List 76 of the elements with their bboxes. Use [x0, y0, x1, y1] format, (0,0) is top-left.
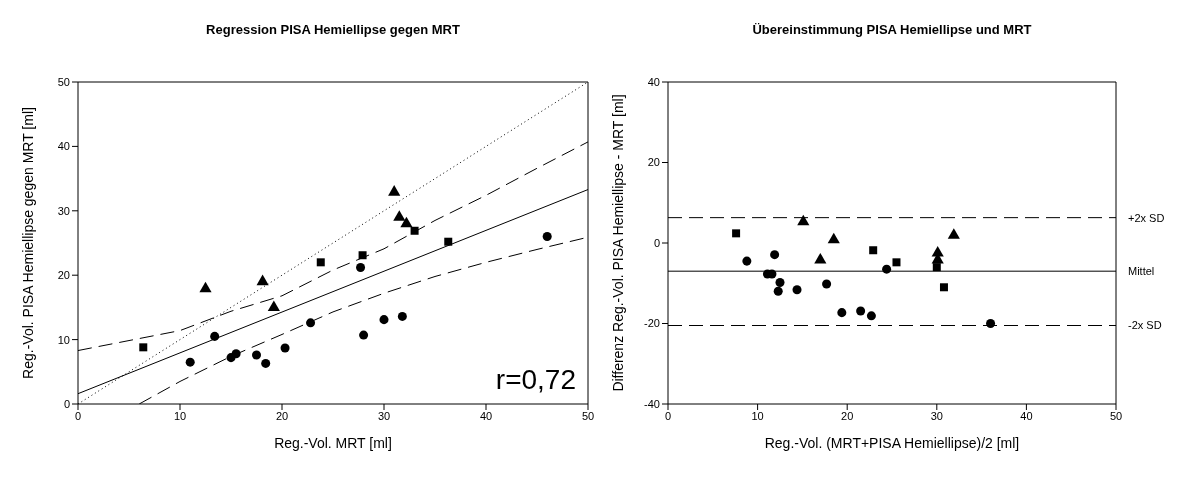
point: [732, 229, 741, 238]
point: [939, 283, 948, 292]
x-axis-title: Reg.-Vol. MRT [ml]: [274, 435, 392, 451]
point: [856, 306, 866, 316]
y-tick-label: 40: [57, 140, 70, 153]
point: [792, 285, 802, 295]
y-tick-label: 20: [647, 156, 660, 169]
x-tick-label: 40: [1020, 409, 1033, 422]
point: [231, 349, 241, 359]
x-tick-label: 10: [173, 409, 187, 422]
point: [814, 252, 827, 264]
y-axis-title: Differenz Reg.-Vol. PISA Hemiellipse - MRT [ml]: [609, 94, 626, 392]
point: [379, 315, 389, 325]
point: [797, 214, 810, 226]
point: [306, 318, 316, 328]
point: [444, 237, 453, 246]
point: [822, 279, 832, 289]
x-tick-label: 10: [751, 409, 764, 422]
y-tick-label: 10: [57, 333, 70, 346]
x-tick-label: 20: [841, 409, 854, 422]
point: [356, 262, 366, 272]
point: [185, 357, 195, 367]
point: [775, 277, 785, 287]
point: [400, 216, 413, 228]
x-tick-label: 50: [1109, 409, 1123, 422]
point: [393, 210, 406, 221]
y-tick-label: -40: [644, 397, 660, 410]
point: [866, 311, 876, 321]
y-tick-label: -20: [644, 317, 660, 330]
x-tick-label: 30: [930, 409, 943, 422]
point: [827, 232, 840, 244]
point: [882, 264, 892, 274]
y-tick-label: 40: [647, 75, 660, 88]
x-axis-title: Reg.-Vol. (MRT+PISA Hemiellipse)/2 [ml]: [764, 435, 1020, 451]
y-tick-label: 30: [57, 204, 70, 217]
point: [932, 263, 941, 272]
ref-line-label: +2x SD: [1128, 211, 1165, 224]
x-tick-label: 20: [275, 409, 289, 422]
point: [388, 185, 401, 196]
y-axis-title: Reg.-Vol. PISA Hemiellipse gegen MRT [ml]: [19, 107, 36, 379]
point: [397, 311, 407, 321]
point: [199, 281, 212, 293]
point: [770, 250, 780, 260]
y-tick-label: 0: [653, 236, 660, 249]
point: [261, 358, 271, 368]
x-tick-label: 0: [664, 409, 672, 422]
y-tick-label: 20: [57, 269, 70, 282]
point: [251, 350, 262, 360]
point: [280, 343, 290, 353]
point: [256, 274, 269, 286]
point: [892, 258, 901, 267]
chart-title: Regression PISA Hemiellipse gegen MRT: [205, 22, 461, 37]
point: [410, 226, 419, 235]
point: [742, 256, 752, 266]
ref-line-label: Mittel: [1128, 265, 1155, 278]
x-tick-label: 0: [74, 409, 82, 422]
point: [986, 318, 996, 329]
ref-line-label: -2x SD: [1128, 319, 1162, 332]
y-tick-label: 50: [57, 75, 70, 88]
point: [267, 300, 280, 311]
point: [316, 258, 325, 267]
point: [359, 330, 369, 340]
point: [947, 228, 960, 239]
point: [869, 246, 878, 255]
y-tick-label: 0: [63, 397, 70, 410]
point: [210, 331, 220, 341]
x-tick-label: 50: [581, 409, 595, 422]
point: [139, 343, 148, 352]
chart-title: Übereinstimmung PISA Hemiellipse und MRT: [751, 22, 1033, 37]
point: [358, 251, 367, 260]
annotation: r=0,72: [495, 364, 576, 396]
x-tick-label: 30: [377, 409, 391, 422]
point: [773, 286, 783, 296]
point: [542, 232, 552, 242]
point: [837, 308, 847, 318]
x-tick-label: 40: [479, 409, 493, 422]
